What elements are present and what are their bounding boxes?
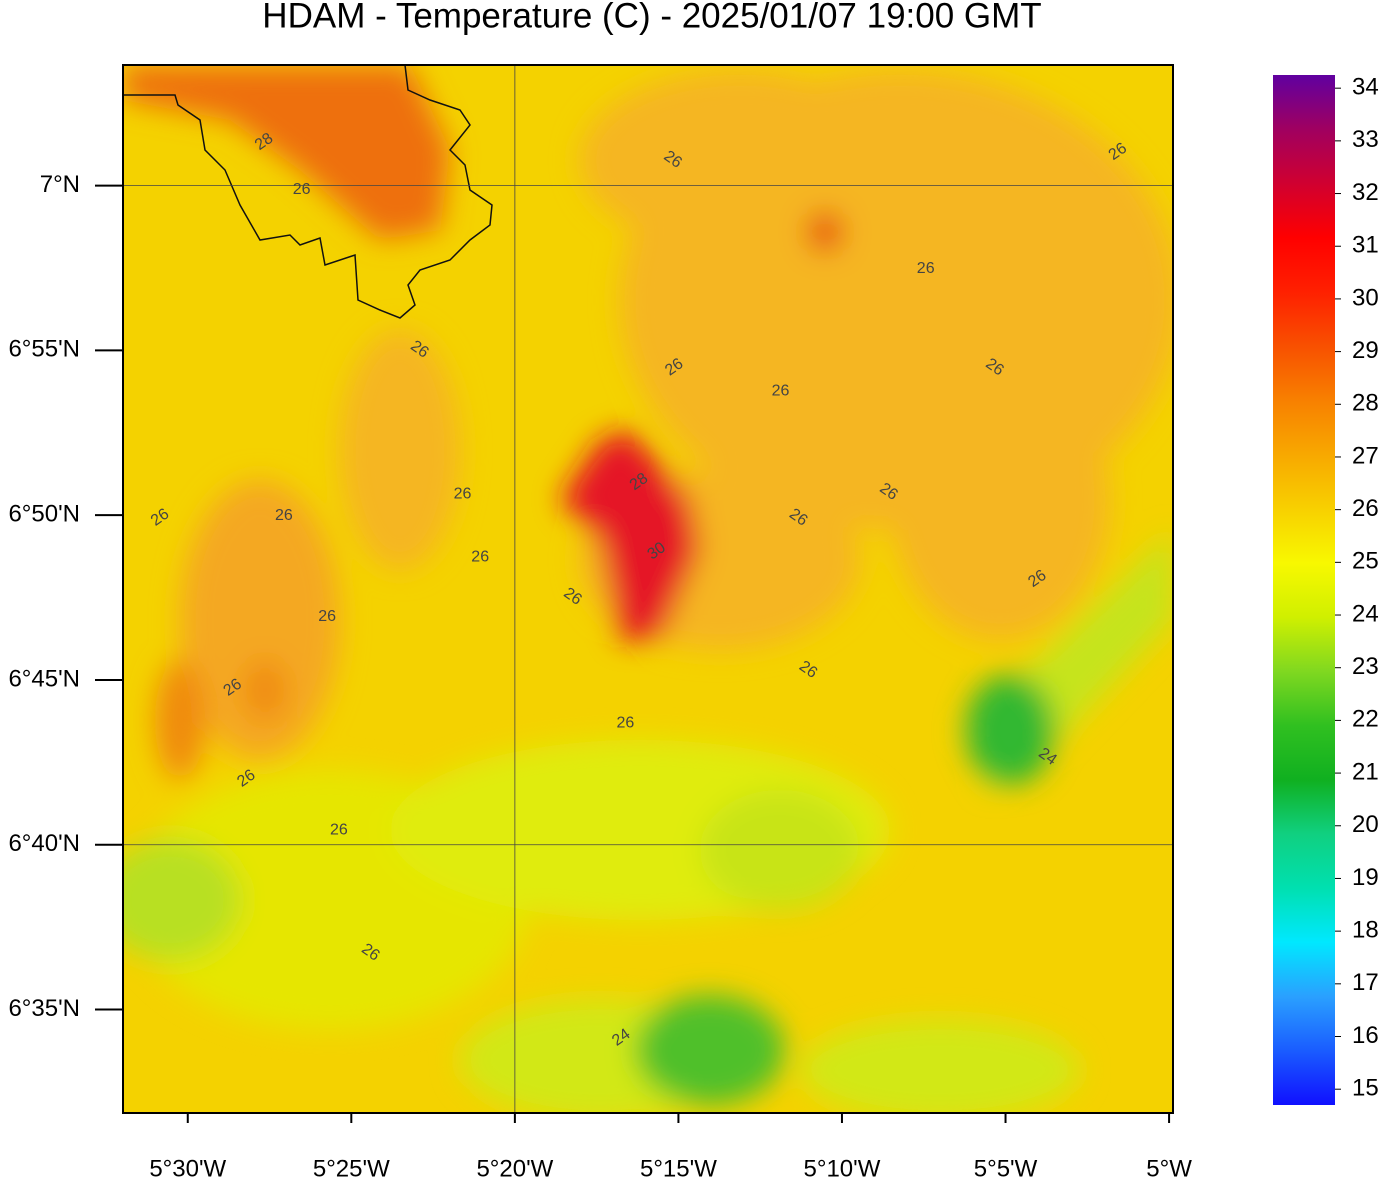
contour-label: 26 — [293, 181, 311, 198]
colorbar-label: 15 — [1352, 1075, 1379, 1102]
y-tick-label: 6°55'N — [8, 336, 80, 363]
temperature-field — [123, 65, 1173, 1113]
y-tick-label: 7°N — [40, 171, 80, 198]
colorbar-label: 25 — [1352, 548, 1379, 575]
colorbar-label: 22 — [1352, 706, 1379, 733]
colorbar-label: 20 — [1352, 811, 1379, 838]
colorbar-label: 28 — [1352, 390, 1379, 417]
contour-label: 26 — [330, 821, 348, 838]
colorbar-label: 29 — [1352, 337, 1379, 364]
colorbar-label: 24 — [1352, 600, 1379, 627]
contour-label: 26 — [917, 260, 935, 277]
x-tick-label: 5°5'W — [974, 1155, 1038, 1180]
contour-label: 26 — [318, 608, 336, 625]
colorbar — [1273, 75, 1335, 1105]
contour-label: 26 — [772, 382, 790, 399]
colorbar-label: 33 — [1352, 126, 1379, 153]
x-tick-label: 5°W — [1146, 1155, 1192, 1180]
map-title: HDAM - Temperature (C) - 2025/01/07 19:0… — [262, 0, 1041, 35]
y-tick-label: 6°50'N — [8, 501, 80, 528]
x-tick-label: 5°20'W — [476, 1155, 553, 1180]
colorbar-label: 34 — [1352, 74, 1379, 101]
contour-label: 26 — [471, 549, 489, 566]
colorbar-label: 27 — [1352, 442, 1379, 469]
y-tick-label: 6°45'N — [8, 665, 80, 692]
map-frame — [122, 64, 1174, 1114]
x-tick-label: 5°30'W — [149, 1155, 226, 1180]
x-tick-label: 5°25'W — [313, 1155, 390, 1180]
boundary-line — [123, 65, 493, 319]
colorbar-label: 17 — [1352, 969, 1379, 996]
contour-label: 26 — [454, 485, 472, 502]
colorbar-label: 31 — [1352, 232, 1379, 259]
contour-label: 26 — [617, 715, 635, 732]
colorbar-label: 30 — [1352, 284, 1379, 311]
colorbar-label: 21 — [1352, 758, 1379, 785]
y-tick-label: 6°40'N — [8, 830, 80, 857]
y-tick-label: 6°35'N — [8, 995, 80, 1022]
x-tick-label: 5°15'W — [640, 1155, 717, 1180]
x-tick-label: 5°10'W — [804, 1155, 881, 1180]
colorbar-label: 23 — [1352, 653, 1379, 680]
colorbar-label: 26 — [1352, 495, 1379, 522]
colorbar-label: 18 — [1352, 916, 1379, 943]
contour-label: 26 — [275, 507, 293, 524]
colorbar-label: 19 — [1352, 864, 1379, 891]
colorbar-label: 16 — [1352, 1022, 1379, 1049]
colorbar-label: 32 — [1352, 179, 1379, 206]
